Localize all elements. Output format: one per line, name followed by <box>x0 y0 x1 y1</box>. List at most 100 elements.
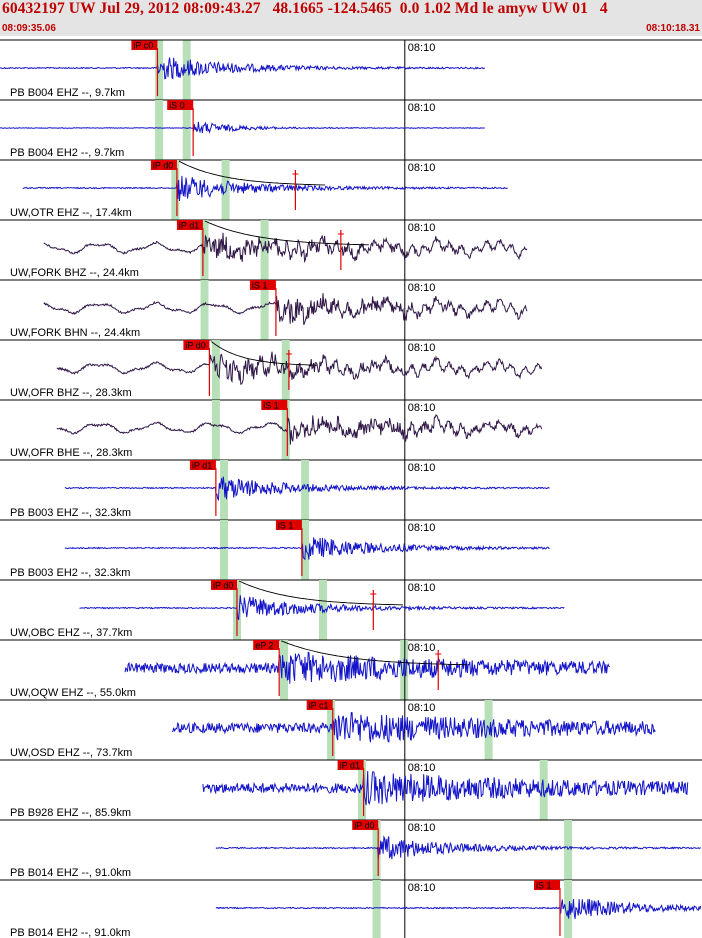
waveform-trace <box>64 537 550 561</box>
phase-pick-label: iP d0 <box>153 161 173 171</box>
pick-window-band <box>200 280 209 340</box>
coda-decay-curve <box>281 640 468 666</box>
minute-tick-label: 08:10 <box>408 582 436 594</box>
pick-window-band <box>372 880 381 938</box>
channel-label: UW,FORK BHZ --, 24.4km <box>10 267 139 279</box>
channel-label: PB B004 EHZ --, 9.7km <box>10 87 125 99</box>
channel-label: PB B014 EHZ --, 91.0km <box>10 867 131 879</box>
channel-label: PB B014 EH2 --, 91.0km <box>10 927 130 938</box>
pick-window-band <box>301 460 310 520</box>
minute-tick-label: 08:10 <box>408 702 436 714</box>
waveform-trace <box>202 771 689 806</box>
phase-pick-flag <box>275 520 302 530</box>
waveform-trace <box>171 712 656 743</box>
waveform-trace <box>124 651 610 684</box>
window-end-time: 08:10:18.31 <box>646 23 700 34</box>
minute-tick-label: 08:10 <box>408 462 436 474</box>
channel-label: UW,OTR EHZ --, 17.4km <box>10 207 132 219</box>
phase-pick-label: iP c1 <box>309 701 329 711</box>
pick-window-band <box>358 760 366 820</box>
phase-pick-label: iP d0 <box>185 341 205 351</box>
phase-pick-label: iP d1 <box>192 461 212 471</box>
coda-decay-curve <box>238 580 404 606</box>
phase-pick-flag <box>337 760 364 770</box>
minute-tick-label: 08:10 <box>408 882 436 894</box>
phase-pick-flag <box>176 220 203 230</box>
pick-window-band <box>327 700 336 760</box>
phase-pick-flag <box>306 700 333 710</box>
channel-label: PB B004 EH2 --, 9.7km <box>10 147 124 159</box>
waveform-trace <box>43 293 528 326</box>
event-title: 60432197 UW Jul 29, 2012 08:09:43.27 48.… <box>2 0 608 17</box>
minute-tick-label: 08:10 <box>408 642 436 654</box>
waveform-trace <box>0 121 485 134</box>
channel-label: PB B928 EHZ --, 85.9km <box>10 807 131 819</box>
phase-pick-flag <box>131 40 158 50</box>
phase-pick-label: iP d0 <box>213 581 233 591</box>
pick-window-band <box>220 520 228 580</box>
minute-tick-label: 08:10 <box>408 282 436 294</box>
minute-tick-label: 08:10 <box>408 402 436 414</box>
pick-window-band <box>281 340 290 400</box>
channel-label: UW,OSD EHZ --, 73.7km <box>10 747 132 759</box>
coda-decay-curve <box>211 341 318 366</box>
channel-label: UW,OFR BHE --, 28.3km <box>10 447 132 459</box>
pick-window-band <box>564 820 573 880</box>
pick-window-band <box>260 220 269 280</box>
pick-window-band <box>400 640 409 700</box>
phase-pick-flag <box>189 460 216 470</box>
channel-label: PB B003 EH2 --, 32.3km <box>10 567 130 579</box>
minute-tick-label: 08:10 <box>408 762 436 774</box>
minute-tick-label: 08:10 <box>408 342 436 354</box>
window-start-time: 08:09:35.06 <box>2 23 56 34</box>
header-bar: 60432197 UW Jul 29, 2012 08:09:43.27 48.… <box>0 0 702 36</box>
waveform-trace <box>215 899 702 919</box>
minute-tick-label: 08:10 <box>408 42 436 54</box>
waveform-trace <box>0 57 485 80</box>
channel-label: UW,OQW EHZ --, 55.0km <box>10 687 136 699</box>
phase-pick-label: iP d0 <box>354 821 374 831</box>
pick-window-band <box>564 880 573 938</box>
pick-window-band <box>211 400 220 460</box>
channel-label: UW,FORK BHN --, 24.4km <box>10 327 140 339</box>
pick-window-band <box>372 820 381 880</box>
phase-pick-label: iP d1 <box>179 221 199 231</box>
channel-label: UW,OBC EHZ --, 37.7km <box>10 627 132 639</box>
pick-window-band <box>182 100 191 160</box>
waveform-trace <box>215 835 701 860</box>
phase-pick-label: iS 1 <box>278 521 294 531</box>
seismogram-plot: 08:10 iP c0 PB B004 EHZ --, 9.7km 08:10 iS 0… <box>0 39 702 938</box>
pick-window-band <box>155 100 164 160</box>
channel-label: UW,OFR BHZ --, 28.3km <box>10 387 132 399</box>
phase-pick-flag <box>352 820 379 830</box>
phase-pick-label: iS 0 <box>169 101 185 111</box>
coda-decay-curve <box>204 220 369 246</box>
phase-pick-flag <box>150 160 177 170</box>
minute-tick-label: 08:10 <box>408 222 436 234</box>
pick-window-band <box>211 340 220 400</box>
minute-tick-label: 08:10 <box>408 522 436 534</box>
phase-pick-label: iS 1 <box>536 881 552 891</box>
phase-pick-flag <box>167 100 194 110</box>
pick-window-band <box>171 160 180 220</box>
phase-pick-label: iS 1 <box>252 281 268 291</box>
phase-pick-flag <box>261 400 288 410</box>
phase-pick-flag <box>534 880 560 890</box>
phase-pick-flag <box>183 340 210 350</box>
phase-pick-label: iP d1 <box>340 761 360 771</box>
waveform-trace <box>22 175 508 202</box>
channel-label: PB B003 EHZ --, 32.3km <box>10 507 131 519</box>
minute-tick-label: 08:10 <box>408 102 436 114</box>
phase-pick-flag <box>211 580 237 590</box>
minute-tick-label: 08:10 <box>408 822 436 834</box>
phase-pick-flag <box>253 640 280 650</box>
phase-pick-label: eP 2 <box>255 641 273 651</box>
phase-pick-flag <box>249 280 276 290</box>
pick-window-band <box>260 280 269 340</box>
pick-window-band <box>319 580 327 640</box>
pick-window-band <box>155 40 164 100</box>
waveform-trace <box>56 351 543 385</box>
phase-pick-label: iS 1 <box>263 401 279 411</box>
coda-decay-curve <box>178 160 325 186</box>
waveform-trace <box>56 414 543 445</box>
